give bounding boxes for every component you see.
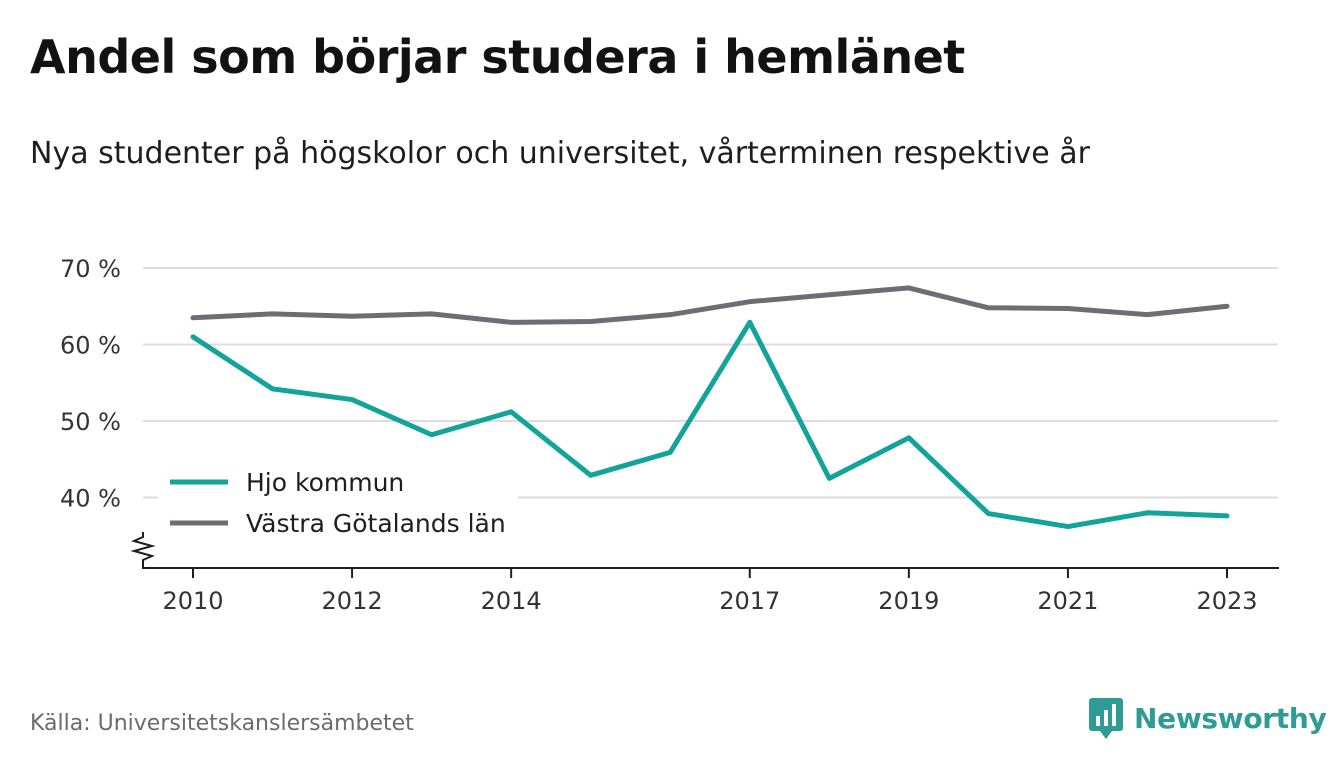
brand-name: Newsworthy bbox=[1134, 701, 1327, 735]
x-tick-label: 2010 bbox=[162, 587, 223, 615]
x-tick-label: 2014 bbox=[481, 587, 542, 615]
y-axis-labels: 70 % 60 % 50 % 40 % bbox=[60, 255, 121, 513]
y-tick-label: 50 % bbox=[60, 408, 121, 436]
x-tick-label: 2012 bbox=[322, 587, 383, 615]
x-tick-label: 2021 bbox=[1037, 587, 1098, 615]
y-tick-label: 60 % bbox=[60, 332, 121, 360]
series-line-0 bbox=[190, 319, 1230, 530]
legend-label: Hjo kommun bbox=[246, 468, 404, 497]
page-title: Andel som börjar studera i hemlänet bbox=[30, 30, 965, 84]
x-tick-label: 2023 bbox=[1196, 587, 1257, 615]
legend-label: Västra Götalands län bbox=[246, 509, 506, 538]
page-subtitle: Nya studenter på högskolor och universit… bbox=[30, 136, 1090, 171]
x-tick-label: 2019 bbox=[878, 587, 939, 615]
source-note: Källa: Universitetskanslersämbetet bbox=[30, 711, 414, 736]
series-lines bbox=[190, 285, 1230, 530]
brand-logo: Newsworthy bbox=[1088, 696, 1327, 740]
y-tick-label: 70 % bbox=[60, 255, 121, 283]
axis-break-icon bbox=[130, 532, 156, 568]
x-axis-labels: 2010 2012 2014 2017 2019 2021 2023 bbox=[162, 587, 1257, 615]
series-line-1 bbox=[190, 285, 1230, 325]
legend: Hjo kommun Västra Götalands län bbox=[158, 462, 518, 546]
x-axis bbox=[130, 532, 1279, 578]
y-tick-label: 40 % bbox=[60, 485, 121, 513]
newsworthy-logo-icon bbox=[1089, 698, 1123, 739]
x-tick-label: 2017 bbox=[719, 587, 780, 615]
legend-background bbox=[158, 462, 518, 546]
